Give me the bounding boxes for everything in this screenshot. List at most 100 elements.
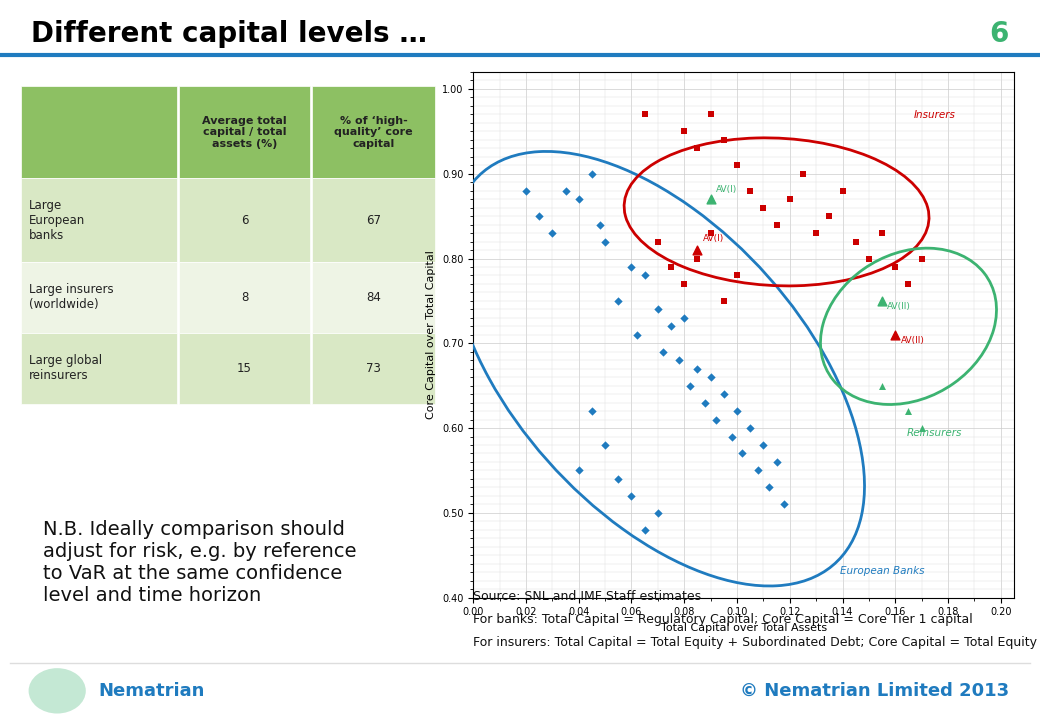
Point — [716, 134, 732, 145]
Point — [724, 431, 740, 442]
Point — [650, 507, 667, 518]
Point — [676, 312, 693, 323]
Point — [776, 498, 792, 510]
Point — [702, 372, 719, 383]
Point — [734, 448, 751, 459]
FancyBboxPatch shape — [21, 333, 177, 404]
Point — [570, 194, 587, 205]
Point — [636, 109, 653, 120]
Point — [848, 235, 864, 247]
FancyBboxPatch shape — [179, 86, 310, 179]
Point — [676, 125, 693, 137]
Point — [913, 253, 930, 264]
Text: © Nematrian Limited 2013: © Nematrian Limited 2013 — [739, 682, 1009, 700]
Point — [623, 261, 640, 273]
Point — [518, 185, 535, 197]
Text: 6: 6 — [989, 20, 1009, 48]
Point — [716, 388, 732, 400]
FancyBboxPatch shape — [312, 333, 435, 404]
Point — [887, 261, 904, 273]
Point — [742, 423, 758, 434]
Point — [821, 210, 837, 222]
Point — [592, 219, 608, 230]
Text: 8: 8 — [241, 291, 249, 304]
Point — [690, 244, 706, 256]
Point — [610, 295, 627, 307]
Point — [662, 320, 679, 332]
Text: Source: SNL and IMF Staff estimates: Source: SNL and IMF Staff estimates — [473, 590, 701, 603]
Point — [729, 405, 746, 417]
Point — [760, 482, 777, 493]
Point — [597, 439, 614, 451]
Point — [583, 168, 600, 179]
Point — [650, 304, 667, 315]
Point — [544, 228, 561, 239]
Point — [808, 228, 825, 239]
Text: AV(I): AV(I) — [716, 185, 737, 194]
Point — [742, 185, 758, 197]
Point — [662, 261, 679, 273]
Text: 84: 84 — [366, 291, 381, 304]
Point — [702, 194, 719, 205]
Point — [860, 253, 877, 264]
Point — [755, 439, 772, 451]
Point — [729, 160, 746, 171]
Point — [690, 363, 706, 374]
Text: Nematrian: Nematrian — [99, 682, 205, 700]
Text: Average total
capital / total
assets (%): Average total capital / total assets (%) — [203, 116, 287, 149]
Text: European Banks: European Banks — [840, 567, 925, 577]
Point — [610, 473, 627, 485]
FancyBboxPatch shape — [312, 179, 435, 262]
Point — [655, 346, 672, 358]
Text: For insurers: Total Capital = Total Equity + Subordinated Debt; Core Capital = T: For insurers: Total Capital = Total Equi… — [473, 636, 1037, 649]
Point — [676, 278, 693, 289]
Text: AV(I): AV(I) — [703, 234, 724, 243]
Point — [623, 490, 640, 502]
X-axis label: Total Capital over Total Assets: Total Capital over Total Assets — [660, 623, 827, 633]
FancyBboxPatch shape — [21, 262, 177, 333]
Text: 73: 73 — [366, 361, 381, 375]
Point — [681, 380, 698, 392]
Text: 15: 15 — [237, 361, 252, 375]
Point — [755, 202, 772, 213]
Text: Insurers: Insurers — [914, 110, 956, 120]
Point — [901, 405, 917, 417]
Text: 6: 6 — [241, 214, 249, 227]
Point — [671, 354, 687, 366]
Point — [795, 168, 811, 179]
Point — [636, 524, 653, 536]
Text: For banks: Total Capital = Regulatory Capital; Core Capital = Core Tier 1 capita: For banks: Total Capital = Regulatory Ca… — [473, 613, 973, 626]
FancyBboxPatch shape — [179, 179, 310, 262]
Point — [628, 329, 645, 341]
Point — [636, 270, 653, 282]
Point — [690, 143, 706, 154]
Point — [702, 109, 719, 120]
Point — [702, 228, 719, 239]
Point — [583, 405, 600, 417]
Point — [901, 278, 917, 289]
Text: N.B. Ideally comparison should
adjust for risk, e.g. by reference
to VaR at the : N.B. Ideally comparison should adjust fo… — [43, 520, 356, 605]
Text: Different capital levels …: Different capital levels … — [31, 20, 427, 48]
Point — [834, 185, 851, 197]
Point — [716, 295, 732, 307]
Text: 67: 67 — [366, 214, 381, 227]
Point — [769, 456, 785, 468]
Text: % of ‘high-
quality’ core
capital: % of ‘high- quality’ core capital — [334, 116, 413, 149]
FancyBboxPatch shape — [179, 262, 310, 333]
Y-axis label: Core Capital over Total Capital: Core Capital over Total Capital — [426, 251, 437, 419]
Point — [597, 235, 614, 247]
Text: Large global
reinsurers: Large global reinsurers — [29, 354, 102, 382]
Point — [887, 329, 904, 341]
Point — [750, 464, 766, 476]
Point — [874, 295, 890, 307]
Point — [570, 464, 587, 476]
Point — [874, 380, 890, 392]
Text: AV(II): AV(II) — [901, 336, 925, 345]
FancyBboxPatch shape — [21, 86, 177, 179]
Text: Reinsurers: Reinsurers — [907, 428, 963, 438]
Text: Large insurers
(worldwide): Large insurers (worldwide) — [29, 283, 113, 311]
Point — [707, 414, 724, 426]
FancyBboxPatch shape — [21, 179, 177, 262]
Text: Large
European
banks: Large European banks — [29, 199, 85, 241]
Point — [874, 228, 890, 239]
